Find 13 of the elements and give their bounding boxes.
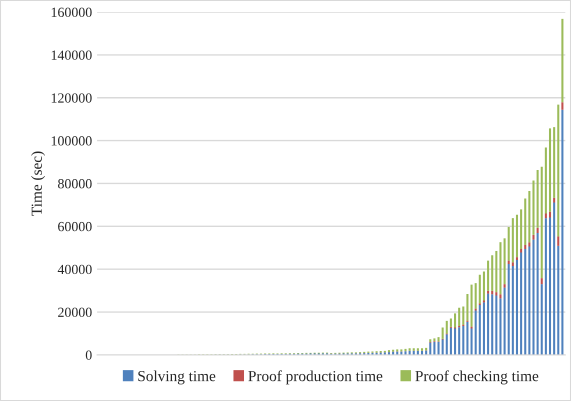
y-tick-label: 80000 <box>58 179 92 188</box>
y-tick-label: 160000 <box>52 8 92 17</box>
y-axis-title: Time (sec) <box>31 152 45 216</box>
y-tick-label: 0 <box>86 350 92 360</box>
y-tick-label: 60000 <box>58 222 92 232</box>
legend-label: Proof production time <box>248 370 382 384</box>
y-tick-label: 40000 <box>58 264 92 274</box>
y-tick-label: 100000 <box>52 136 92 146</box>
y-tick-label: 120000 <box>52 93 92 103</box>
legend-label: Proof checking time <box>415 370 538 384</box>
legend-label: Solving time <box>138 370 216 384</box>
y-tick-label: 20000 <box>58 308 92 317</box>
y-tick-label: 140000 <box>52 50 92 60</box>
